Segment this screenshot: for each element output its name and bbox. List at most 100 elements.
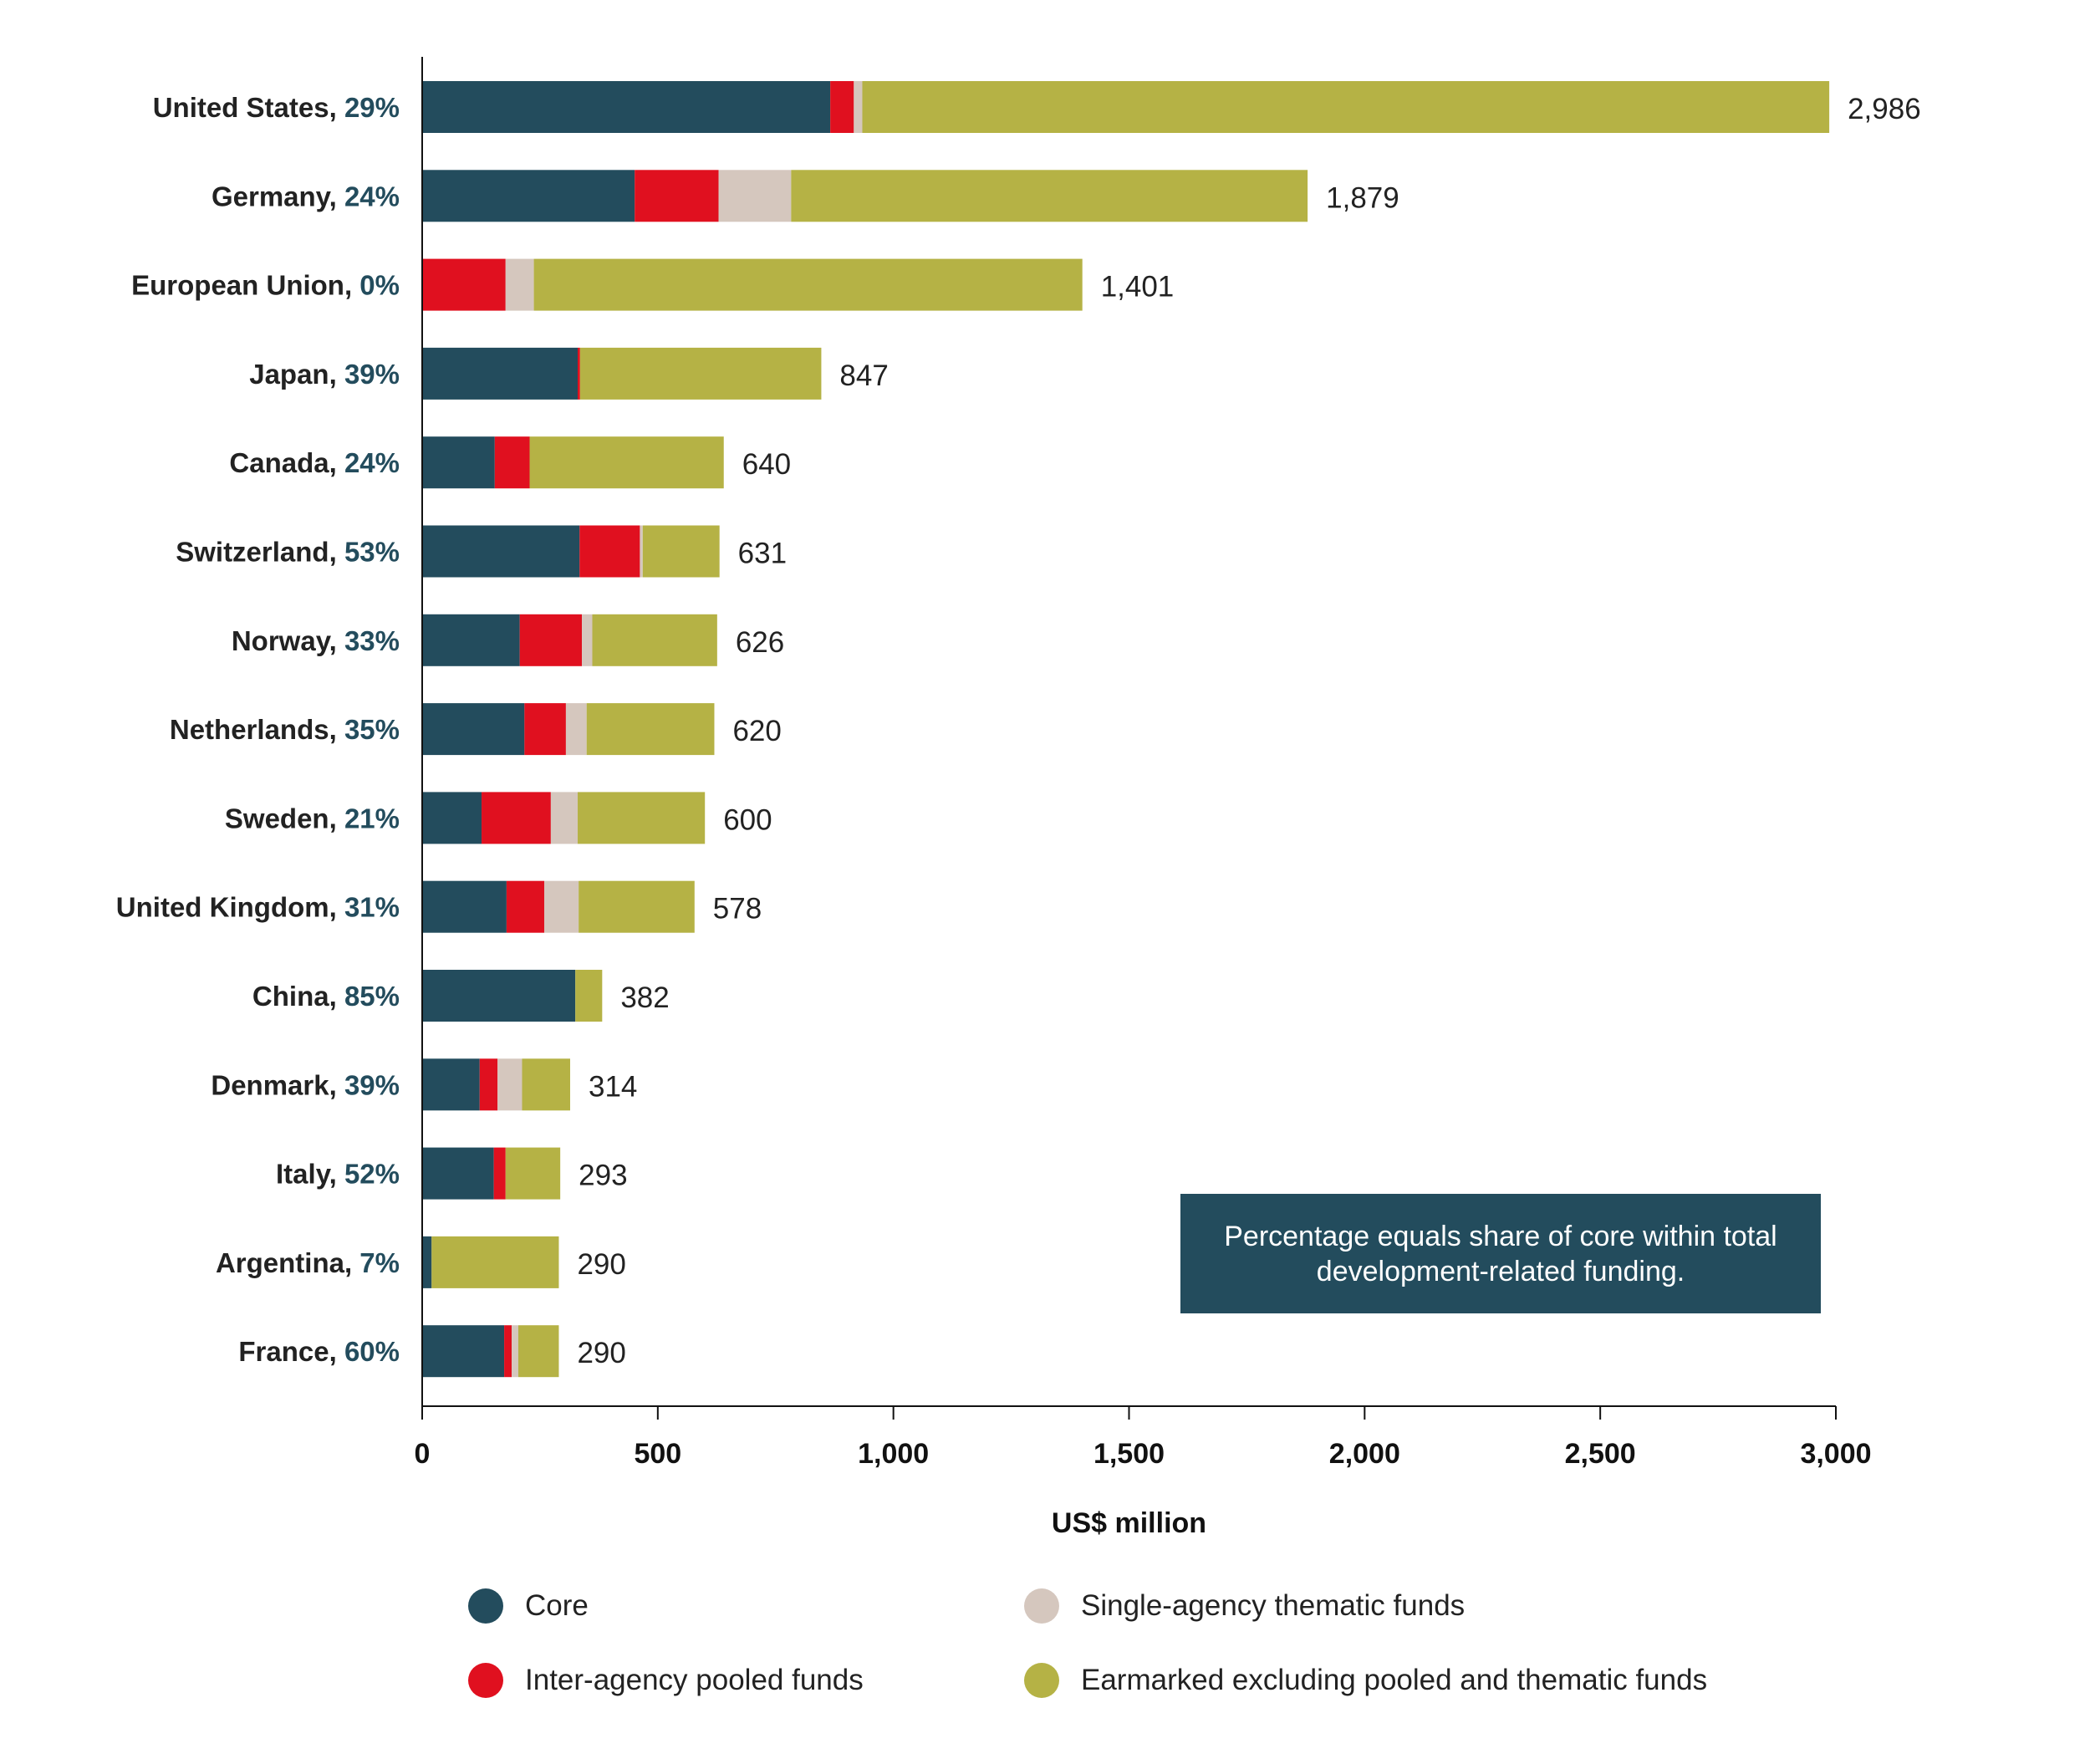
bar-france-single-agency-thematic-funds (512, 1325, 518, 1378)
bar-italy-earmarked-excluding-pooled-and-thematic-funds (505, 1147, 561, 1200)
annotation-note-text: Percentage equals share of core within t… (1224, 1220, 1777, 1287)
country-label-italy: Italy, 52% (276, 1159, 400, 1190)
value-label-japan: 847 (839, 359, 888, 392)
bar-switzerland-earmarked-excluding-pooled-and-thematic-funds (642, 525, 720, 578)
legend-earmarked-dot-icon (1024, 1663, 1059, 1698)
bar-united-kingdom-inter-agency-pooled-funds (506, 880, 544, 933)
bar-canada-core (422, 436, 495, 489)
bar-germany-core (422, 170, 635, 222)
bar-netherlands-inter-agency-pooled-funds (524, 703, 566, 756)
legend-label-earmarked: Earmarked excluding pooled and thematic … (1081, 1664, 1708, 1696)
bar-germany-single-agency-thematic-funds (718, 170, 792, 222)
bar-france-core (422, 1325, 505, 1378)
value-label-china: 382 (620, 981, 669, 1014)
bar-argentina-core (422, 1236, 432, 1288)
bar-norway-core (422, 614, 520, 666)
bar-denmark-single-agency-thematic-funds (497, 1058, 522, 1111)
bar-switzerland-single-agency-thematic-funds (640, 525, 643, 578)
bar-japan-core (422, 347, 579, 400)
bar-china-core (422, 970, 576, 1022)
value-labels-group: 2,986 1,879 1,401 847 640 631 626 620 600 578 382 3… (577, 93, 1920, 1369)
legend-item-core: Core (468, 1588, 589, 1624)
x-tick-label-0: 0 (415, 1438, 431, 1470)
bar-france-earmarked-excluding-pooled-and-thematic-funds (517, 1325, 559, 1378)
value-label-germany: 1,879 (1326, 181, 1399, 214)
country-label-canada: Canada, 24% (229, 447, 400, 478)
value-label-denmark: 314 (589, 1070, 637, 1103)
x-tick-label-1500: 1,500 (1093, 1438, 1165, 1470)
bar-italy-inter-agency-pooled-funds (493, 1147, 506, 1200)
legend-item-inter-agency: Inter-agency pooled funds (468, 1663, 864, 1698)
bar-japan-earmarked-excluding-pooled-and-thematic-funds (579, 347, 822, 400)
country-label-japan: Japan, 39% (249, 359, 400, 390)
bar-japan-inter-agency-pooled-funds (578, 347, 580, 400)
country-label-european-union: European Union, 0% (131, 270, 400, 301)
value-label-united-kingdom: 578 (713, 893, 762, 925)
bar-european-union-single-agency-thematic-funds (505, 258, 534, 311)
bar-sweden-core (422, 792, 482, 844)
legend-single-agency-dot-icon (1024, 1588, 1059, 1624)
value-label-norway: 626 (736, 626, 784, 659)
country-label-switzerland: Switzerland, 53% (176, 537, 400, 568)
bar-european-union-inter-agency-pooled-funds (422, 258, 506, 311)
country-label-denmark: Denmark, 39% (211, 1069, 400, 1100)
bar-united-kingdom-earmarked-excluding-pooled-and-thematic-funds (579, 880, 695, 933)
bar-united-kingdom-single-agency-thematic-funds (543, 880, 579, 933)
bar-china-earmarked-excluding-pooled-and-thematic-funds (575, 970, 603, 1022)
legend-label-core: Core (525, 1589, 589, 1622)
value-label-switzerland: 631 (738, 538, 787, 570)
bar-sweden-inter-agency-pooled-funds (482, 792, 551, 844)
bar-netherlands-core (422, 703, 525, 756)
value-label-argentina: 290 (577, 1248, 625, 1281)
chart-legend: Core Single-agency thematic funds Inter-… (468, 1588, 1889, 1747)
legend-item-earmarked: Earmarked excluding pooled and thematic … (1024, 1663, 1707, 1698)
x-tick-label-1000: 1,000 (858, 1438, 929, 1470)
country-label-sweden: Sweden, 21% (225, 803, 400, 834)
value-label-european-union: 1,401 (1101, 271, 1175, 303)
x-tick-label-3000: 3,000 (1800, 1438, 1871, 1470)
legend-label-inter-agency: Inter-agency pooled funds (525, 1664, 864, 1696)
value-label-united-states: 2,986 (1848, 93, 1921, 125)
bar-argentina-earmarked-excluding-pooled-and-thematic-funds (431, 1236, 559, 1288)
bar-germany-earmarked-excluding-pooled-and-thematic-funds (791, 170, 1308, 222)
legend-item-single-agency: Single-agency thematic funds (1024, 1588, 1465, 1624)
x-tick-label-500: 500 (634, 1438, 681, 1470)
bar-italy-core (422, 1147, 494, 1200)
bar-netherlands-single-agency-thematic-funds (565, 703, 587, 756)
x-axis-ticks-group: 0 500 1,000 1,500 2,000 2,500 3,000 (415, 1406, 1872, 1470)
country-label-united-states: United States, 29% (153, 92, 400, 123)
bar-sweden-earmarked-excluding-pooled-and-thematic-funds (578, 792, 706, 844)
country-labels-group: United States, 29% Germany, 24% European U… (116, 92, 400, 1367)
bars-group (422, 81, 1830, 1378)
country-label-argentina: Argentina, 7% (216, 1247, 400, 1278)
annotation-note-box: Percentage equals share of core within t… (1180, 1194, 1821, 1313)
bar-united-states-earmarked-excluding-pooled-and-thematic-funds (862, 81, 1830, 133)
value-label-france: 290 (577, 1337, 625, 1369)
x-axis-title: US$ million (1052, 1507, 1206, 1539)
bar-sweden-single-agency-thematic-funds (550, 792, 579, 844)
bar-norway-earmarked-excluding-pooled-and-thematic-funds (592, 614, 717, 666)
country-label-china: China, 85% (252, 981, 400, 1012)
bar-united-states-single-agency-thematic-funds (854, 81, 863, 133)
bar-switzerland-core (422, 525, 580, 578)
value-label-netherlands: 620 (732, 715, 781, 747)
country-label-netherlands: Netherlands, 35% (170, 714, 400, 745)
value-label-sweden: 600 (723, 803, 772, 836)
x-tick-label-2000: 2,000 (1329, 1438, 1400, 1470)
bar-united-kingdom-core (422, 880, 507, 933)
bar-european-union-earmarked-excluding-pooled-and-thematic-funds (533, 258, 1083, 311)
value-label-italy: 293 (579, 1160, 627, 1192)
legend-label-single-agency: Single-agency thematic funds (1081, 1589, 1466, 1622)
value-label-canada: 640 (742, 448, 791, 481)
bar-norway-single-agency-thematic-funds (582, 614, 593, 666)
x-tick-label-2500: 2,500 (1565, 1438, 1636, 1470)
legend-inter-agency-dot-icon (468, 1663, 503, 1698)
country-label-germany: Germany, 24% (212, 181, 400, 212)
bar-switzerland-inter-agency-pooled-funds (579, 525, 640, 578)
bar-denmark-core (422, 1058, 480, 1111)
country-label-united-kingdom: United Kingdom, 31% (116, 892, 400, 923)
legend-core-dot-icon (468, 1588, 503, 1624)
bar-denmark-inter-agency-pooled-funds (479, 1058, 498, 1111)
bar-canada-earmarked-excluding-pooled-and-thematic-funds (529, 436, 724, 489)
